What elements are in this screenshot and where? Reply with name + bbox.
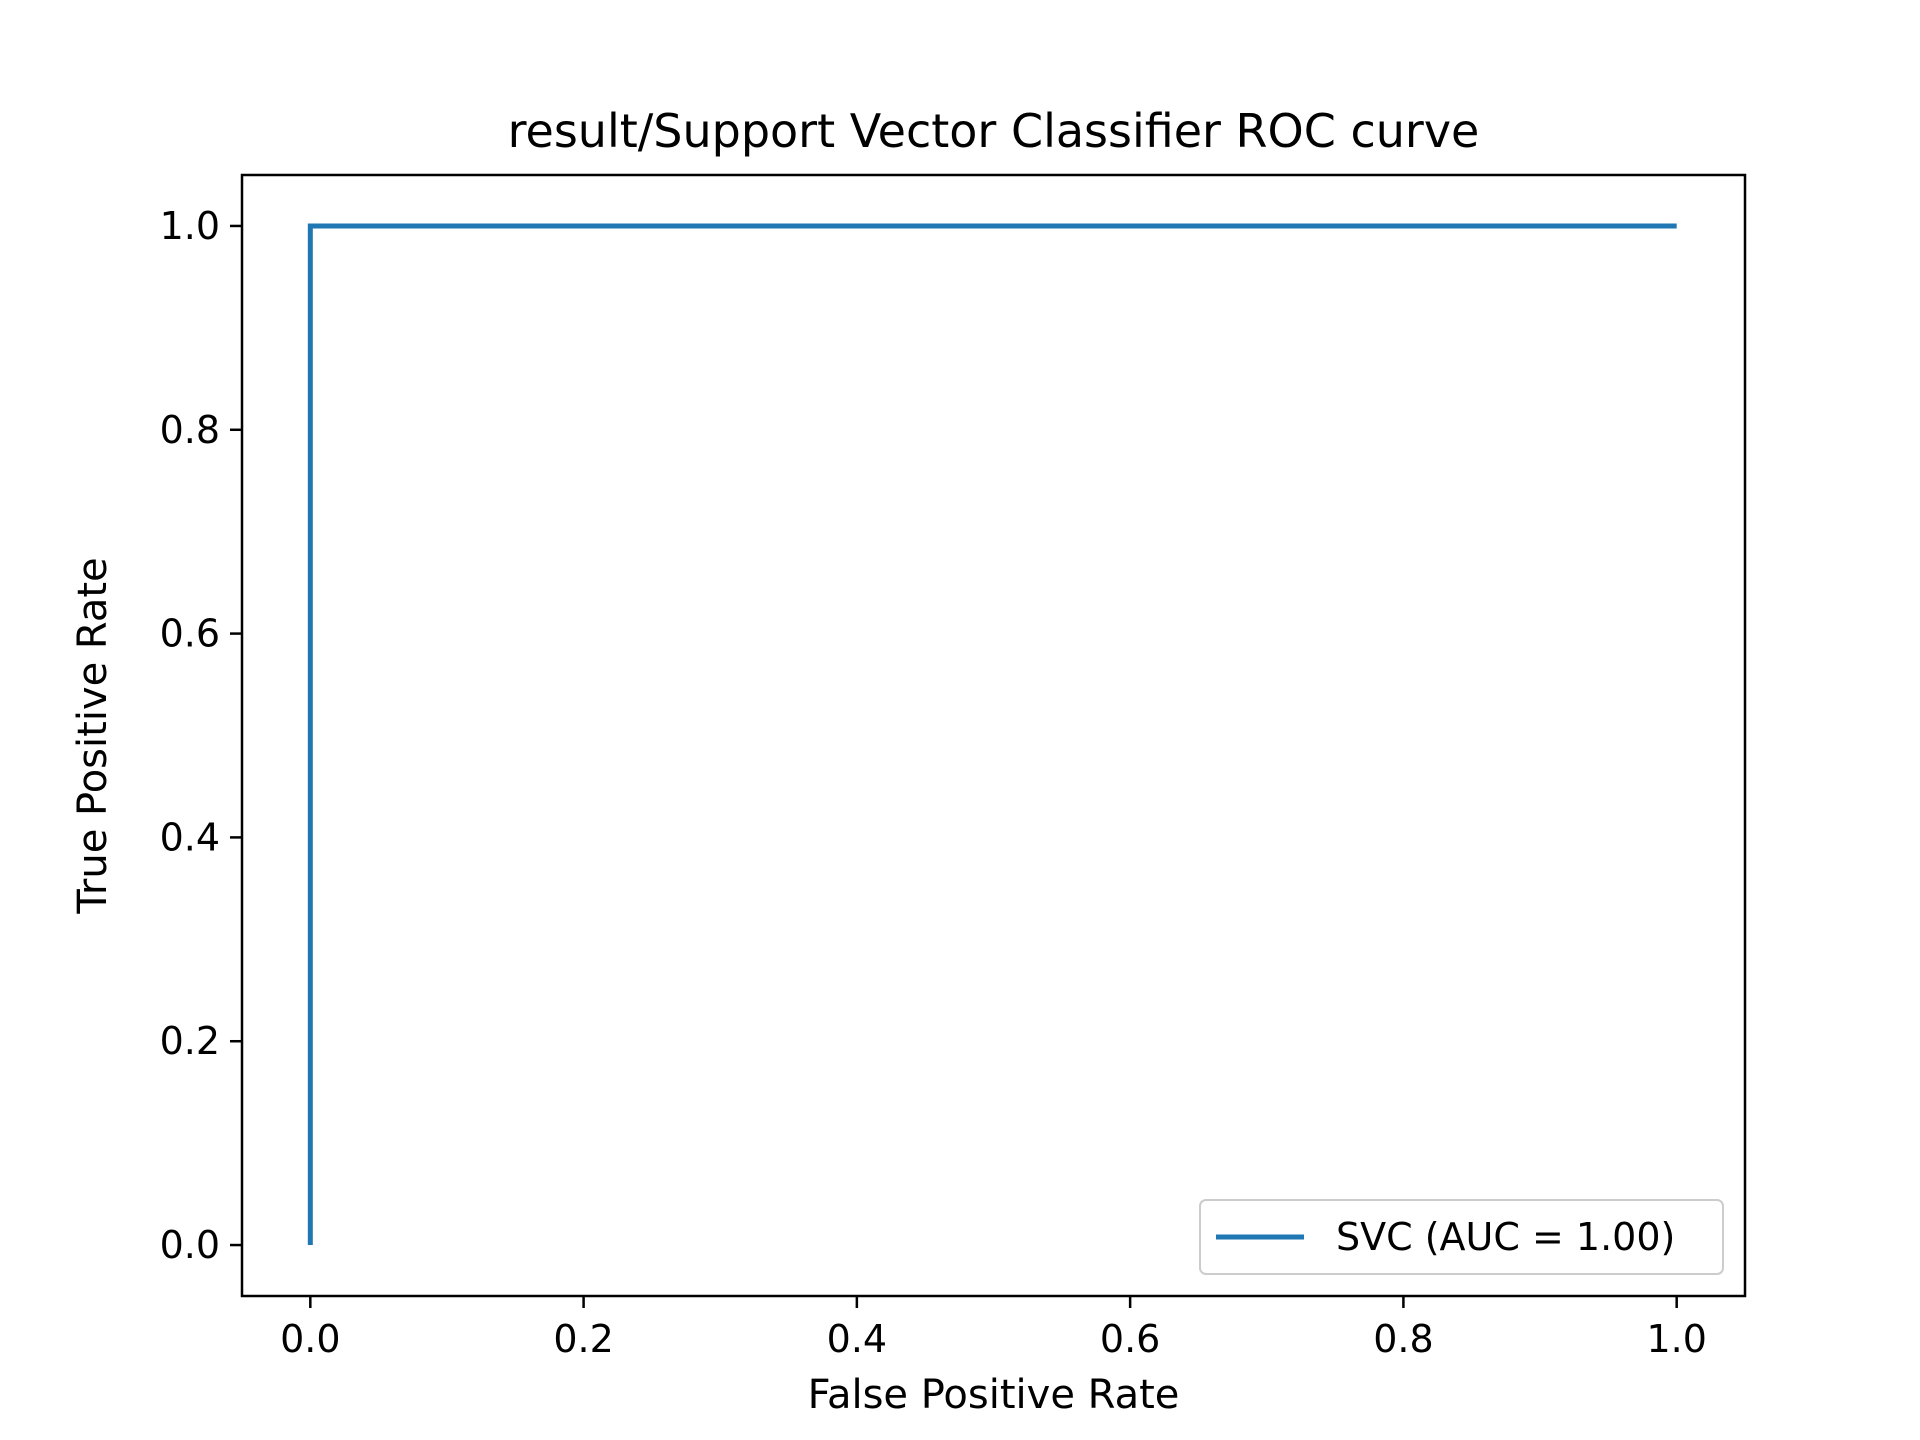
x-axis: 0.0 0.2 0.4 0.6 0.8 1.0: [280, 1296, 1707, 1361]
y-tick-label: 0.2: [160, 1019, 220, 1063]
y-axis: 0.0 0.2 0.4 0.6 0.8 1.0: [160, 204, 242, 1267]
x-tick-label: 0.4: [827, 1317, 887, 1361]
x-axis-label: False Positive Rate: [808, 1372, 1180, 1418]
legend-box: [1199, 1199, 1724, 1275]
y-tick-label: 1.0: [160, 204, 220, 248]
x-tick-label: 0.0: [280, 1317, 340, 1361]
x-tick-label: 1.0: [1646, 1317, 1706, 1361]
y-tick-label: 0.0: [160, 1223, 220, 1267]
x-tick-label: 0.6: [1100, 1317, 1160, 1361]
y-axis-label: True Positive Rate: [70, 557, 116, 914]
y-tick-label: 0.6: [160, 612, 220, 656]
chart-title: result/Support Vector Classifier ROC cur…: [508, 104, 1480, 158]
x-tick-label: 0.2: [553, 1317, 613, 1361]
roc-curve-line: [307, 223, 1677, 1246]
plot-area: [240, 173, 1747, 1298]
legend-label: SVC (AUC = 1.00): [1336, 1215, 1675, 1259]
series-layer: [307, 223, 1677, 1246]
y-tick-label: 0.4: [160, 815, 220, 859]
x-tick-label: 0.8: [1373, 1317, 1433, 1361]
legend: SVC (AUC = 1.00): [1199, 1199, 1724, 1275]
y-tick-label: 0.8: [160, 408, 220, 452]
